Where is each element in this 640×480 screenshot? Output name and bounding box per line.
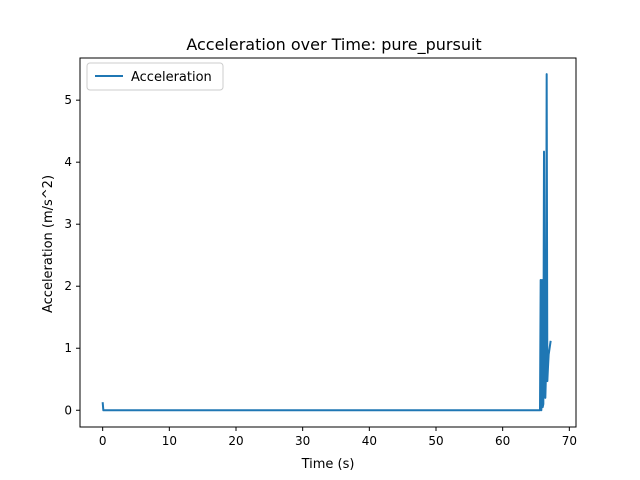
x-tick-label: 70: [562, 434, 577, 448]
series-line-acceleration: [101, 73, 552, 412]
plot-area: [79, 57, 577, 428]
x-tick-label: 30: [295, 434, 310, 448]
x-tick-label: 0: [99, 434, 107, 448]
y-axis-label: Acceleration (m/s^2): [41, 175, 56, 313]
y-axis: 0 1 2 3 4 5: [64, 93, 80, 417]
axes-frame: [79, 57, 577, 428]
y-tick-label: 3: [64, 217, 72, 231]
legend-label-acceleration: Acceleration: [131, 70, 212, 85]
x-axis: 0 10 20 30 40 50 60 70: [99, 427, 577, 448]
legend: Acceleration: [86, 62, 224, 91]
chart-title: Acceleration over Time: pure_pursuit: [186, 35, 481, 55]
x-tick-label: 40: [362, 434, 377, 448]
y-tick-label: 0: [64, 403, 72, 417]
x-axis-label: Time (s): [301, 457, 355, 472]
x-tick-label: 60: [495, 434, 510, 448]
y-tick-label: 5: [64, 93, 72, 107]
x-tick-label: 20: [228, 434, 243, 448]
y-tick-label: 1: [64, 341, 72, 355]
legend-box: [86, 62, 224, 91]
x-tick-label: 10: [162, 434, 177, 448]
y-tick-label: 2: [64, 279, 72, 293]
y-tick-label: 4: [64, 155, 72, 169]
x-tick-label: 50: [428, 434, 443, 448]
